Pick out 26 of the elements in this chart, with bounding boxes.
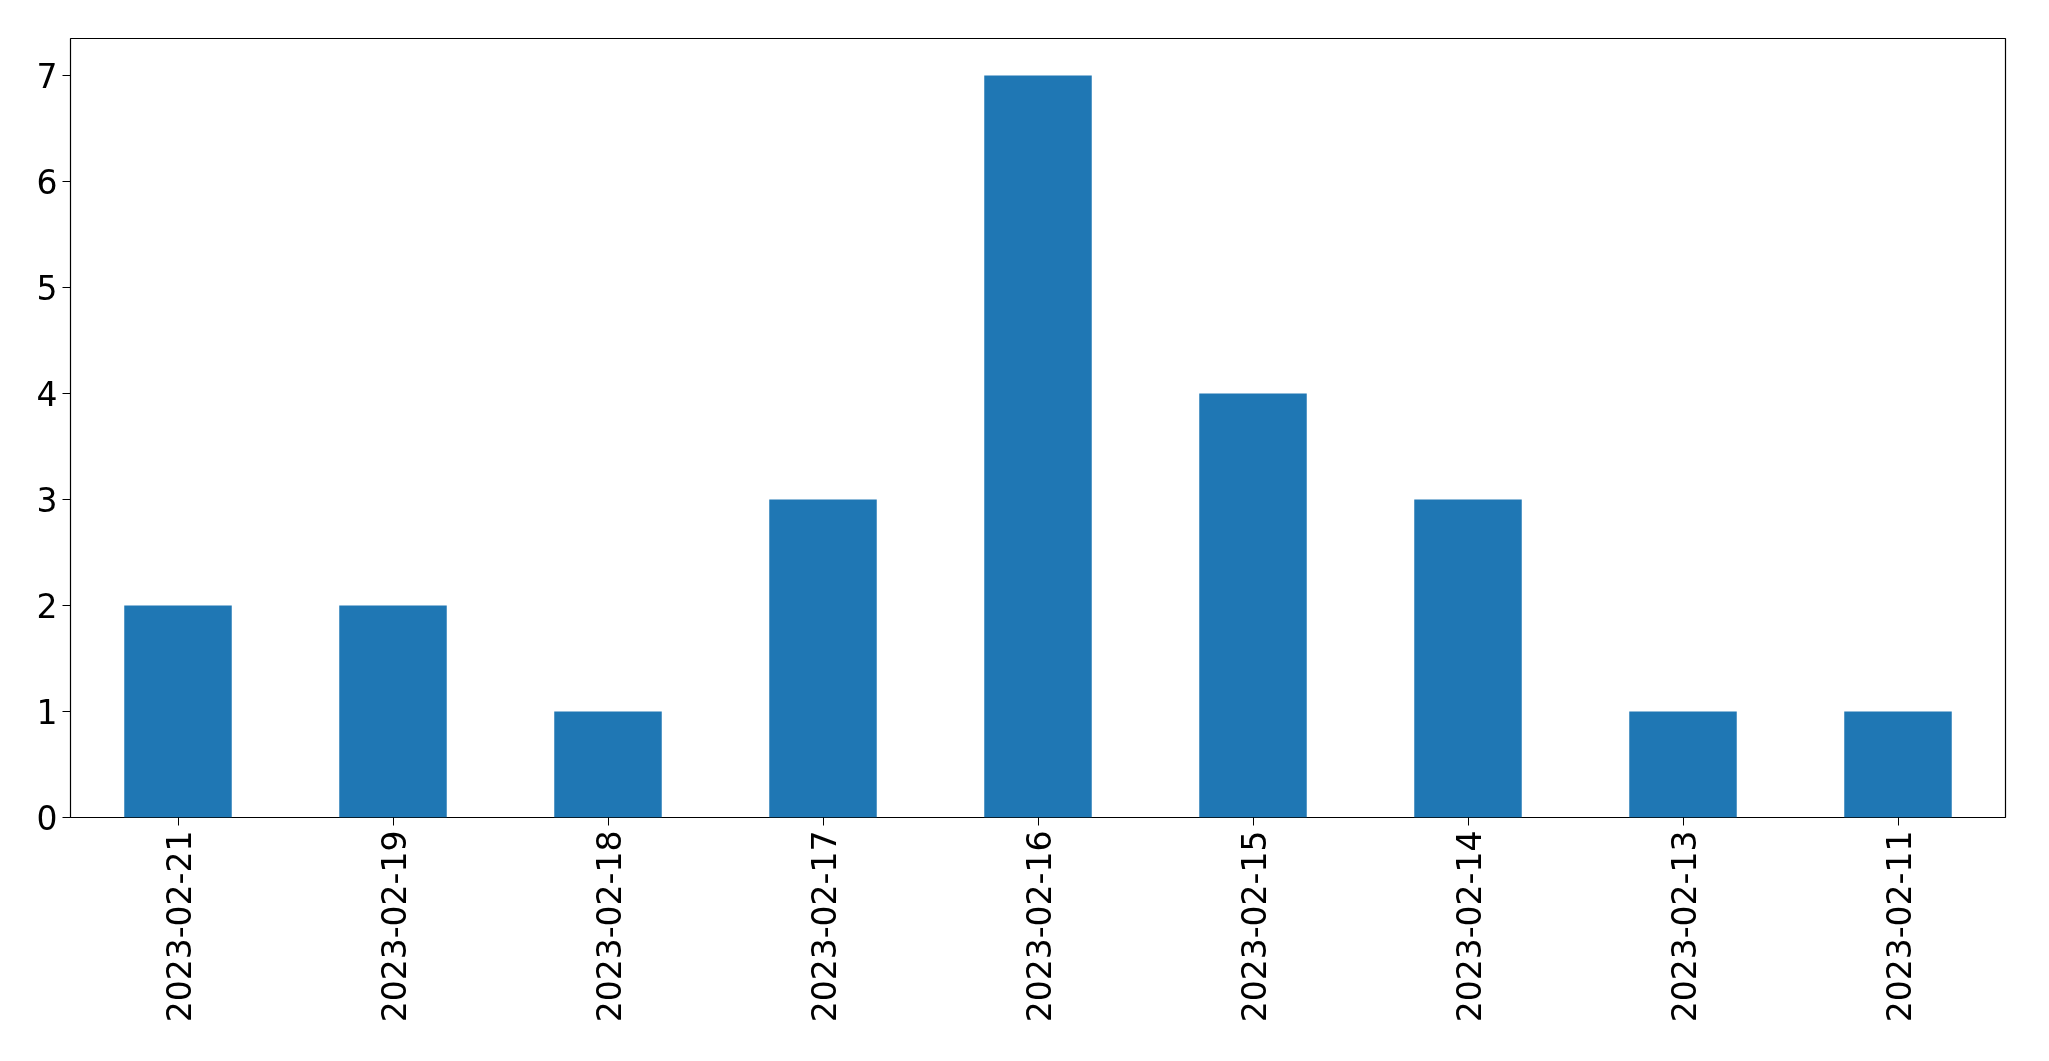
x-tick-label: 2023-02-21 — [159, 830, 199, 1023]
y-tick-label: 3 — [36, 481, 58, 521]
y-tick-label: 4 — [36, 375, 58, 415]
bar — [124, 605, 232, 818]
bar — [1629, 711, 1737, 818]
x-tick-label: 2023-02-11 — [1879, 830, 1919, 1023]
bar — [1844, 711, 1952, 818]
y-tick-label: 7 — [36, 57, 58, 97]
x-tick-label: 2023-02-13 — [1664, 830, 1704, 1023]
bar — [339, 605, 447, 818]
x-tick-label: 2023-02-16 — [1019, 830, 1059, 1023]
bar — [984, 75, 1092, 818]
y-tick-label: 1 — [36, 693, 58, 733]
y-tick-label: 6 — [36, 163, 58, 203]
bar — [1199, 393, 1307, 818]
bar — [1414, 499, 1522, 818]
bar — [554, 711, 662, 818]
x-tick-label: 2023-02-19 — [374, 830, 414, 1023]
x-tick-label: 2023-02-17 — [804, 830, 844, 1023]
bar — [769, 499, 877, 818]
x-tick-label: 2023-02-18 — [589, 830, 629, 1023]
y-tick-label: 5 — [36, 269, 58, 309]
y-tick-label: 0 — [36, 799, 58, 838]
y-tick-label: 2 — [36, 587, 58, 627]
x-tick-label: 2023-02-15 — [1234, 830, 1274, 1023]
x-tick-label: 2023-02-14 — [1449, 830, 1489, 1023]
